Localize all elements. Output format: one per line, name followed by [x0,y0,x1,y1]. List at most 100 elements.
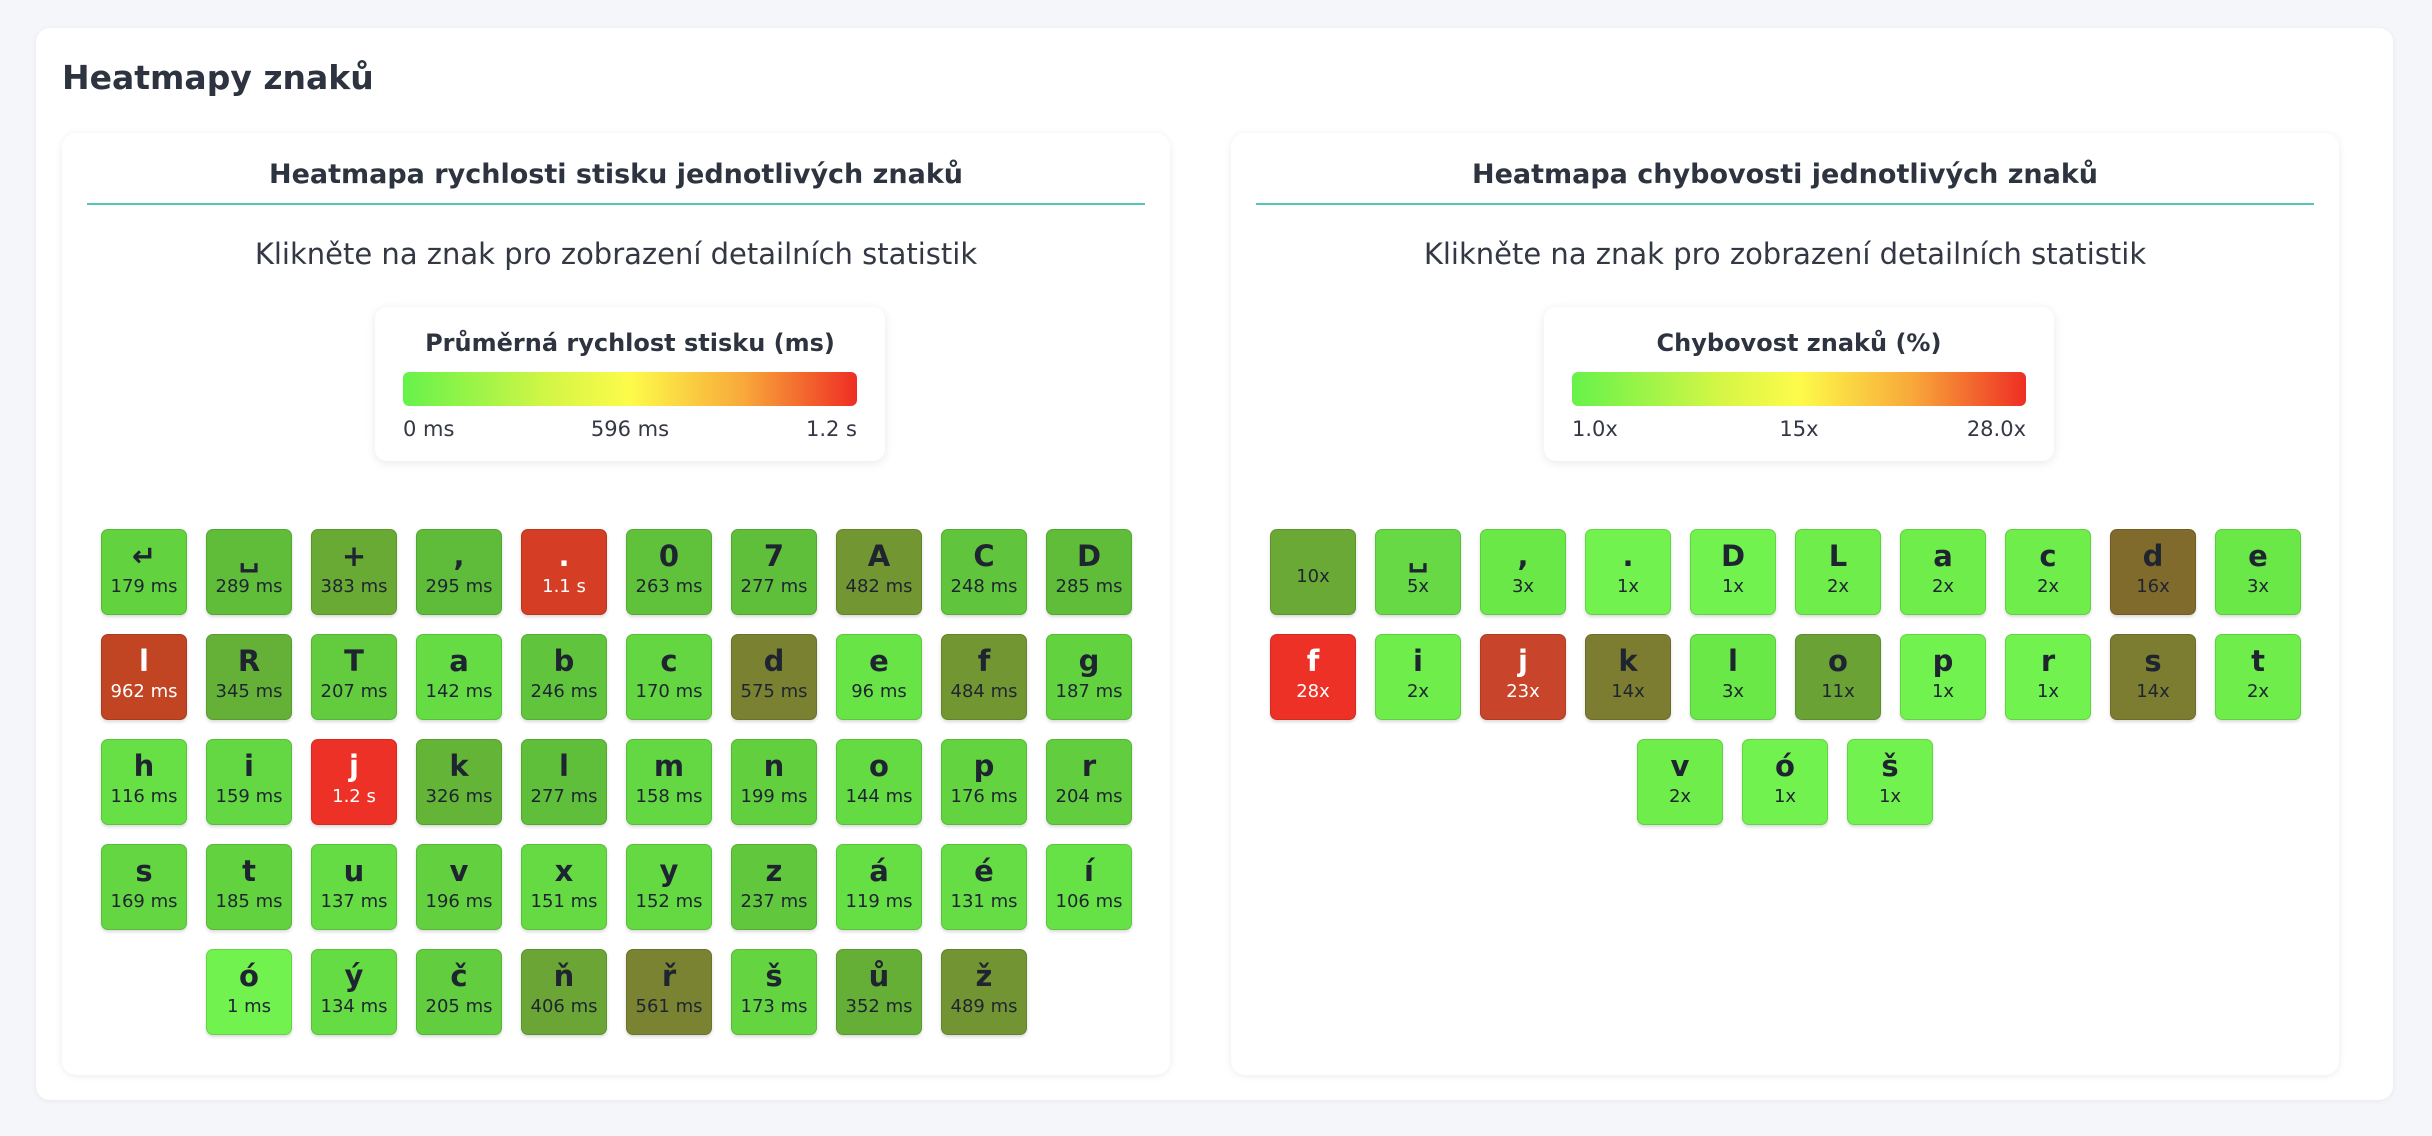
key-tile[interactable]: s 14x [2110,634,2196,720]
key-tile[interactable]: s 169 ms [101,844,187,930]
key-tile[interactable]: , 3x [1480,529,1566,615]
key-tile[interactable]: ó 1x [1742,739,1828,825]
key-tile[interactable]: a 2x [1900,529,1986,615]
key-tile[interactable]: o 11x [1795,634,1881,720]
key-tile[interactable]: t 2x [2215,634,2301,720]
key-tile[interactable]: l 3x [1690,634,1776,720]
key-value: 263 ms [635,576,703,597]
key-tile[interactable]: g 187 ms [1046,634,1132,720]
key-tile[interactable]: i 159 ms [206,739,292,825]
key-tile[interactable]: ␣ 289 ms [206,529,292,615]
key-tile[interactable]: ó 1 ms [206,949,292,1035]
key-value: 1x [1878,786,1902,807]
key-char: i [244,749,254,783]
key-tile[interactable]: 0 263 ms [626,529,712,615]
key-char: č [450,959,468,993]
key-tile[interactable]: i 2x [1375,634,1461,720]
key-char: T [344,644,364,678]
key-tile[interactable]: a 142 ms [416,634,502,720]
key-tile[interactable]: ↵ 179 ms [101,529,187,615]
key-value: 144 ms [845,786,913,807]
key-tile[interactable]: 10x [1270,529,1356,615]
key-tile[interactable]: y 152 ms [626,844,712,930]
key-tile[interactable]: d 575 ms [731,634,817,720]
key-char: x [554,854,574,888]
key-tile[interactable]: p 1x [1900,634,1986,720]
key-tile[interactable]: č 205 ms [416,949,502,1035]
key-tile[interactable]: x 151 ms [521,844,607,930]
key-value: 3x [2246,576,2270,597]
key-tile[interactable]: +383 ms [311,529,397,615]
key-tile[interactable]: m 158 ms [626,739,712,825]
key-tile[interactable]: e 3x [2215,529,2301,615]
key-tile[interactable]: h 116 ms [101,739,187,825]
key-tile[interactable]: A 482 ms [836,529,922,615]
key-tile[interactable]: n 199 ms [731,739,817,825]
key-tile[interactable]: L 2x [1795,529,1881,615]
key-tile[interactable]: k 14x [1585,634,1671,720]
key-value: 131 ms [950,891,1018,912]
key-value: 2x [2036,576,2060,597]
key-char: ␣ [1407,539,1429,573]
key-tile[interactable]: ý 134 ms [311,949,397,1035]
key-tile[interactable]: . 1.1 s [521,529,607,615]
key-tile[interactable]: r 204 ms [1046,739,1132,825]
key-tile[interactable]: ř 561 ms [626,949,712,1035]
key-char: ␣ [238,539,260,573]
key-char: u [343,854,365,888]
key-tile[interactable]: , 295 ms [416,529,502,615]
key-tile[interactable]: . 1x [1585,529,1671,615]
key-value: 482 ms [845,576,913,597]
key-tile[interactable]: á 119 ms [836,844,922,930]
key-tile[interactable]: c 170 ms [626,634,712,720]
key-tile[interactable]: b 246 ms [521,634,607,720]
key-tile[interactable]: o 144 ms [836,739,922,825]
key-value: 277 ms [740,576,808,597]
key-tile[interactable]: D 285 ms [1046,529,1132,615]
key-char: f [1306,644,1320,678]
key-tile[interactable]: é 131 ms [941,844,1027,930]
key-char: D [1720,539,1746,573]
key-value: 484 ms [950,681,1018,702]
key-tile[interactable]: ů 352 ms [836,949,922,1035]
key-tile[interactable]: j 23x [1480,634,1566,720]
key-tile[interactable]: p 176 ms [941,739,1027,825]
key-value: 285 ms [1055,576,1123,597]
key-tile[interactable]: š 173 ms [731,949,817,1035]
key-tile[interactable]: T 207 ms [311,634,397,720]
key-tile[interactable]: t 185 ms [206,844,292,930]
error-heatmap-panel: Heatmapa chybovosti jednotlivých znaků K… [1231,133,2339,1075]
key-tile[interactable]: 7 277 ms [731,529,817,615]
key-tile[interactable]: v 2x [1637,739,1723,825]
key-tile[interactable]: e 96 ms [836,634,922,720]
key-tile[interactable]: f 28x [1270,634,1356,720]
speed-legend-max: 1.2 s [805,417,857,441]
key-tile[interactable]: C 248 ms [941,529,1027,615]
key-tile[interactable]: ␣ 5x [1375,529,1461,615]
key-value: 158 ms [635,786,703,807]
key-value: 2x [1931,576,1955,597]
key-tile[interactable]: ň 406 ms [521,949,607,1035]
key-char: s [2144,644,2162,678]
key-tile[interactable]: l 962 ms [101,634,187,720]
key-value: 187 ms [1055,681,1123,702]
key-tile[interactable]: d 16x [2110,529,2196,615]
key-tile[interactable]: j 1.2 s [311,739,397,825]
key-tile[interactable]: v 196 ms [416,844,502,930]
key-tile[interactable]: k 326 ms [416,739,502,825]
key-char: c [660,644,678,678]
key-tile[interactable]: R 345 ms [206,634,292,720]
key-char: é [974,854,994,888]
key-tile[interactable]: l 277 ms [521,739,607,825]
key-tile[interactable]: D 1x [1690,529,1776,615]
key-tile[interactable]: š 1x [1847,739,1933,825]
key-tile[interactable]: f 484 ms [941,634,1027,720]
key-tile[interactable]: c 2x [2005,529,2091,615]
key-tile[interactable]: í 106 ms [1046,844,1132,930]
key-tile[interactable]: z 237 ms [731,844,817,930]
key-tile[interactable]: ž 489 ms [941,949,1027,1035]
key-char: l [1728,644,1738,678]
key-value: 207 ms [320,681,388,702]
key-tile[interactable]: r 1x [2005,634,2091,720]
key-tile[interactable]: u 137 ms [311,844,397,930]
